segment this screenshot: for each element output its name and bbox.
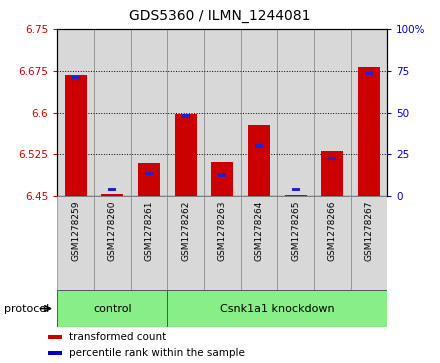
Bar <box>277 196 314 290</box>
Bar <box>94 196 131 290</box>
Bar <box>94 29 131 196</box>
Bar <box>358 67 380 196</box>
Bar <box>65 75 87 196</box>
Bar <box>167 290 387 327</box>
Bar <box>57 29 94 196</box>
Bar <box>248 125 270 196</box>
Bar <box>72 76 80 79</box>
Bar <box>108 188 116 191</box>
Bar <box>57 290 167 327</box>
Bar <box>292 188 300 191</box>
Bar <box>138 163 160 196</box>
Bar <box>131 29 167 196</box>
Bar <box>321 151 343 196</box>
Text: GSM1278263: GSM1278263 <box>218 201 227 261</box>
Bar <box>131 196 167 290</box>
Text: percentile rank within the sample: percentile rank within the sample <box>69 348 245 358</box>
Bar <box>365 72 373 75</box>
Bar <box>211 162 233 196</box>
Bar <box>255 144 263 148</box>
Text: control: control <box>93 303 132 314</box>
Bar <box>182 114 190 118</box>
Bar <box>145 172 153 175</box>
Text: GSM1278265: GSM1278265 <box>291 201 300 261</box>
Bar <box>175 114 197 196</box>
Text: GSM1278267: GSM1278267 <box>364 201 374 261</box>
Bar <box>277 29 314 196</box>
Bar <box>328 156 336 160</box>
Bar <box>351 196 387 290</box>
Text: protocol: protocol <box>4 303 50 314</box>
Bar <box>204 196 241 290</box>
Bar <box>48 335 62 339</box>
Bar <box>314 29 351 196</box>
Bar <box>48 351 62 355</box>
Text: transformed count: transformed count <box>69 332 166 342</box>
Bar <box>204 29 241 196</box>
Bar <box>285 195 307 196</box>
Bar <box>241 196 277 290</box>
Bar <box>101 194 123 196</box>
Text: GSM1278259: GSM1278259 <box>71 201 80 261</box>
Bar <box>241 29 277 196</box>
Text: GSM1278264: GSM1278264 <box>254 201 264 261</box>
Bar <box>314 196 351 290</box>
Bar <box>57 196 94 290</box>
Text: GSM1278262: GSM1278262 <box>181 201 190 261</box>
Text: GSM1278261: GSM1278261 <box>144 201 154 261</box>
Bar <box>351 29 387 196</box>
Text: GSM1278266: GSM1278266 <box>328 201 337 261</box>
Text: Csnk1a1 knockdown: Csnk1a1 knockdown <box>220 303 334 314</box>
Bar <box>218 173 226 176</box>
Bar <box>167 29 204 196</box>
Bar <box>167 196 204 290</box>
Text: GSM1278260: GSM1278260 <box>108 201 117 261</box>
Text: GDS5360 / ILMN_1244081: GDS5360 / ILMN_1244081 <box>129 9 311 23</box>
